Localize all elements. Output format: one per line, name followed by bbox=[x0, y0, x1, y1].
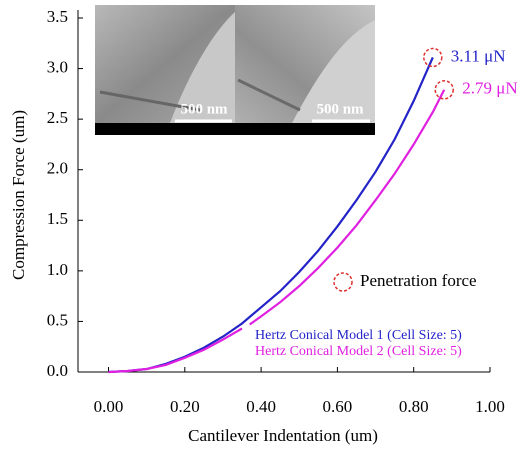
x-tick-label: 0.40 bbox=[246, 397, 276, 416]
legend-text: Penetration force bbox=[360, 271, 477, 290]
x-tick-label: 0.00 bbox=[94, 397, 124, 416]
y-tick-label: 2.0 bbox=[47, 159, 68, 178]
legend-marker bbox=[333, 272, 353, 292]
y-tick-label: 0.0 bbox=[47, 361, 68, 380]
inset-image: 500 nm 500 nm bbox=[95, 5, 375, 135]
y-tick-label: 3.0 bbox=[47, 57, 68, 76]
y-tick-label: 1.5 bbox=[47, 209, 68, 228]
x-tick-label: 0.80 bbox=[399, 397, 429, 416]
x-tick-label: 0.60 bbox=[323, 397, 353, 416]
annotation: 3.11 μN bbox=[451, 46, 506, 65]
annotation: 2.79 μN bbox=[462, 79, 517, 98]
x-tick-label: 0.20 bbox=[170, 397, 200, 416]
penetration-marker bbox=[434, 80, 454, 100]
y-axis-label: Compression Force (um) bbox=[9, 110, 28, 280]
scale-label: 500 nm bbox=[316, 101, 364, 117]
legend-text: Hertz Conical Model 1 (Cell Size: 5) bbox=[255, 328, 462, 343]
y-tick-label: 2.5 bbox=[47, 108, 68, 127]
y-tick-label: 0.5 bbox=[47, 310, 68, 329]
penetration-marker bbox=[423, 47, 443, 68]
series-line bbox=[108, 89, 446, 374]
x-tick-label: 1.00 bbox=[475, 397, 505, 416]
legend-text: Hertz Conical Model 2 (Cell Size: 5) bbox=[255, 344, 462, 359]
y-tick-label: 1.0 bbox=[47, 260, 68, 279]
y-tick-label: 3.5 bbox=[47, 7, 68, 26]
x-axis-label: Cantilever Indentation (um) bbox=[188, 426, 378, 445]
scale-label: 500 nm bbox=[180, 101, 228, 117]
